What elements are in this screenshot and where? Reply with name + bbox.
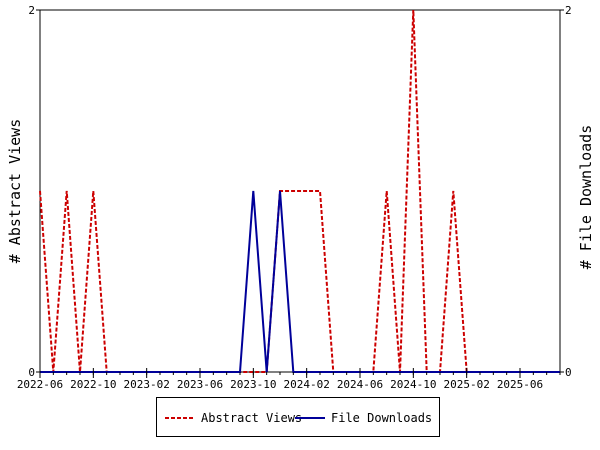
x-tick-label: 2025-06	[497, 378, 543, 391]
y-axis-right-title: # File Downloads	[577, 125, 595, 270]
x-tick-label: 2023-02	[123, 378, 169, 391]
x-axis: 2022-06 2022-10 2023-02 2023-06 2023-10 2024-…	[17, 368, 561, 391]
y-left-tick-label: 2	[28, 4, 35, 17]
legend-swatch-abstract-views	[165, 417, 195, 419]
x-tick-label: 2023-10	[230, 378, 276, 391]
x-tick-label: 2024-06	[337, 378, 383, 391]
x-tick-label: 2025-02	[443, 378, 489, 391]
x-tick-label: 2022-06	[17, 378, 63, 391]
y-right-tick-label: 2	[565, 4, 572, 17]
x-tick-label: 2022-10	[70, 378, 116, 391]
legend-label-abstract-views: Abstract Views	[201, 411, 303, 425]
x-tick-label: 2024-10	[390, 378, 436, 391]
series-line-file-downloads	[40, 190, 560, 373]
series-line-abstract-views	[39, 9, 560, 373]
x-tick-label: 2024-02	[283, 378, 329, 391]
x-tick-label: 2023-06	[177, 378, 223, 391]
y-axis-left-title: # Abstract Views	[6, 119, 24, 264]
y-left-tick-label: 0	[28, 366, 35, 379]
legend-entry-abstract-views: Abstract Views	[165, 411, 302, 425]
plot-area	[39, 9, 561, 373]
legend-swatch-file-downloads	[295, 417, 325, 419]
y-right-tick-label: 0	[565, 366, 572, 379]
legend: Abstract Views File Downloads	[156, 397, 440, 437]
legend-entry-file-downloads: File Downloads	[295, 411, 432, 425]
legend-label-file-downloads: File Downloads	[331, 411, 433, 425]
y-axes: 0 2 0 2	[28, 4, 571, 379]
